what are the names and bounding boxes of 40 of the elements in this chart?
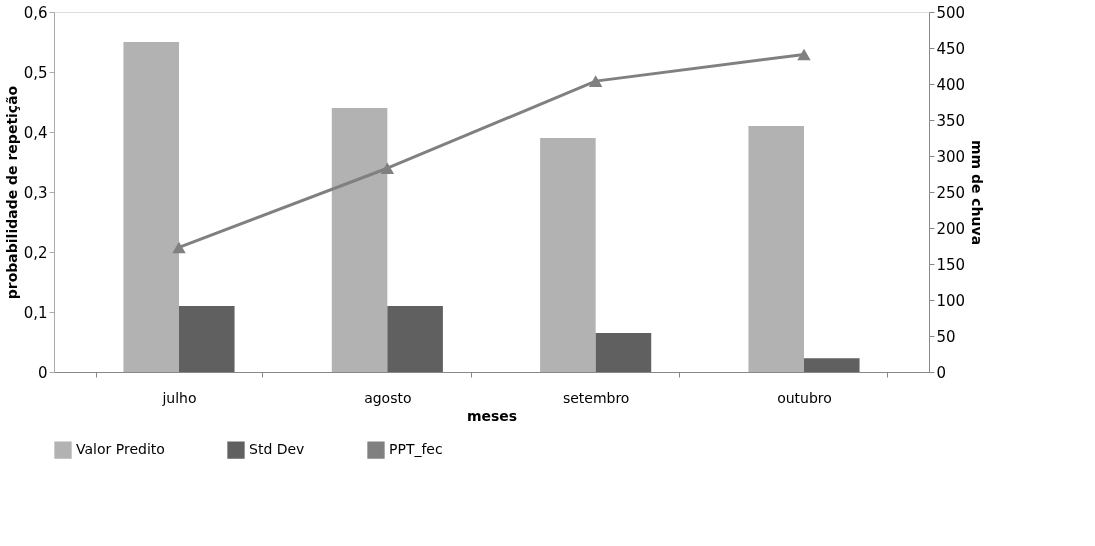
y2-tick-label: 450 — [936, 39, 966, 58]
point — [380, 162, 395, 175]
y2-axis-title: mm de chuva — [969, 139, 986, 246]
y2-tick-label: 500 — [936, 3, 966, 22]
y2-tick-label: 200 — [936, 219, 966, 238]
y-tick-label: 0,6 — [23, 3, 48, 22]
y2-tick-label: 0 — [936, 363, 947, 382]
y-axis-title: probabilidade de repetição — [3, 85, 20, 300]
x-tick-label: outubro — [777, 389, 832, 406]
legend-label: Valor Predito — [76, 441, 165, 458]
x-tick-label: setembro — [562, 389, 630, 406]
y-tick-label: 0,2 — [23, 243, 48, 262]
y2-tick-label: 50 — [936, 327, 956, 346]
bar — [540, 138, 596, 372]
y2-tick-label: 150 — [936, 255, 966, 274]
bar — [804, 358, 860, 372]
x-axis-title: meses — [466, 407, 518, 424]
bar — [387, 306, 443, 372]
y-tick-label: 0,3 — [23, 183, 48, 202]
point — [172, 241, 186, 254]
y2-tick-label: 250 — [936, 183, 966, 202]
bar — [179, 306, 235, 372]
y2-tick-label: 300 — [936, 147, 966, 166]
bar — [123, 42, 179, 372]
point — [588, 75, 603, 87]
bar — [331, 108, 388, 372]
point — [797, 48, 811, 61]
y2-tick-label: 400 — [936, 75, 966, 94]
y-tick-label: 0 — [37, 363, 48, 382]
y-tick-label: 0,5 — [23, 63, 48, 82]
bar — [748, 126, 804, 372]
legend-label: PPT_fec — [389, 441, 443, 458]
y2-tick-label: 350 — [936, 111, 966, 130]
x-tick-label: agosto — [364, 389, 412, 406]
x-tick-label: julho — [161, 389, 197, 406]
y2-tick-label: 100 — [936, 291, 966, 310]
legend-label: Std Dev — [249, 441, 305, 458]
bar — [595, 333, 652, 372]
y-tick-label: 0,4 — [23, 123, 48, 142]
y-tick-label: 0,1 — [23, 303, 48, 322]
